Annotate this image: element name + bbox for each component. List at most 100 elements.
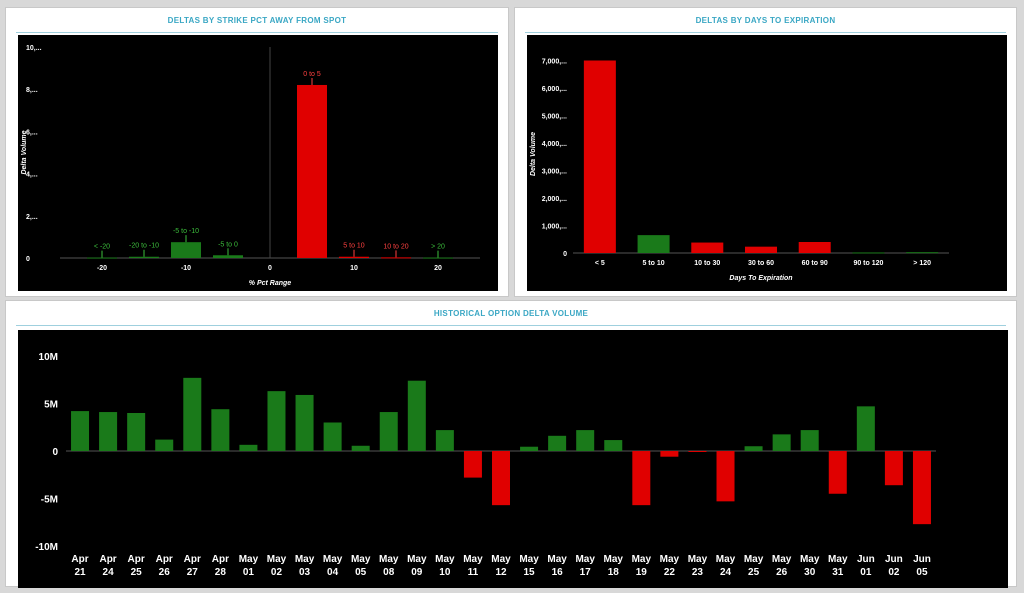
- x-axis-title: % Pct Range: [249, 280, 292, 287]
- x-tick-label: 10 to 30: [694, 260, 720, 267]
- bar: [463, 451, 482, 478]
- x-tick-day-label: 02: [888, 567, 900, 578]
- historical-chart-title: HISTORICAL OPTION DELTA VOLUME: [433, 309, 589, 318]
- x-tick-day-label: 05: [916, 567, 928, 578]
- y-tick-label: 2,...: [26, 214, 38, 221]
- bar-label: -5 to -10: [173, 228, 199, 235]
- bar: [99, 412, 118, 451]
- x-tick-month-label: May: [379, 554, 399, 565]
- bar-label: 10 to 20: [383, 243, 408, 250]
- bar: [127, 413, 146, 451]
- bar-label: < -20: [94, 244, 110, 251]
- x-tick-label: -10: [181, 265, 191, 272]
- bar: [155, 439, 174, 451]
- bar: [744, 446, 763, 451]
- x-tick-month-label: May: [604, 554, 624, 565]
- x-tick-day-label: 10: [439, 567, 451, 578]
- x-tick-day-label: 25: [748, 567, 760, 578]
- bar: [339, 256, 369, 258]
- bar: [381, 257, 411, 259]
- bar: [852, 252, 885, 254]
- x-tick-month-label: May: [800, 554, 820, 565]
- x-tick-month-label: May: [772, 554, 792, 565]
- bar: [323, 422, 342, 451]
- x-tick-day-label: 27: [187, 567, 199, 578]
- y-tick-label: 6,...: [26, 129, 38, 136]
- y-tick-label: -5M: [41, 495, 58, 506]
- x-tick-day-label: 11: [468, 567, 479, 578]
- historical-plot-area: 10M 5M 0 -5M -10M Apr 21 Apr 24 Apr 25 Apr 26 Apr 27 Ap…: [18, 330, 1008, 588]
- x-tick-label: 0: [268, 265, 272, 272]
- bar: [772, 434, 791, 451]
- y-axis-title: Delta Volume: [21, 130, 28, 174]
- x-tick-label: 60 to 90: [802, 260, 828, 267]
- bar: [239, 444, 258, 451]
- y-tick-label: 0: [563, 251, 567, 258]
- bar: [856, 406, 875, 451]
- bar: [604, 440, 623, 451]
- x-tick-month-label: May: [491, 554, 511, 565]
- bar-label: -20 to -10: [129, 243, 159, 250]
- x-tick-label: > 120: [913, 260, 931, 267]
- x-tick-day-label: 03: [299, 567, 311, 578]
- x-axis-title: Days To Expiration: [729, 275, 792, 282]
- x-tick-day-label: 17: [580, 567, 592, 578]
- bar: [435, 430, 454, 451]
- x-tick-day-label: 04: [327, 567, 339, 578]
- historical-chart-svg: 10M 5M 0 -5M -10M Apr 21 Apr 24 Apr 25 Apr 26 Apr 27 Ap…: [35, 352, 936, 578]
- bar: [576, 430, 595, 451]
- x-tick-day-label: 24: [103, 567, 115, 578]
- x-tick-month-label: Apr: [71, 554, 88, 565]
- y-tick-label: 10M: [39, 352, 58, 363]
- strike-chart-svg: 0 2,... 4,... 6,... 8,... 10,... -20 -10 0 10 20 % …: [21, 45, 480, 287]
- x-tick-month-label: Apr: [99, 554, 116, 565]
- x-tick-day-label: 26: [159, 567, 171, 578]
- x-tick-month-label: May: [351, 554, 371, 565]
- y-axis-title: Delta Volume: [530, 132, 537, 176]
- bar: [691, 242, 724, 253]
- y-tick-label: 8,...: [26, 87, 38, 94]
- strike-chart-panel: DELTAS BY STRIKE PCT AWAY FROM SPOT 0 2,.…: [5, 7, 509, 297]
- bar-label: -5 to 0: [218, 241, 238, 248]
- bar: [379, 412, 398, 451]
- x-tick-day-label: 23: [692, 567, 704, 578]
- x-tick-month-label: Apr: [184, 554, 201, 565]
- bar: [423, 257, 453, 259]
- strike-title-rule: [16, 32, 498, 33]
- x-tick-day-label: 02: [271, 567, 283, 578]
- bar: [660, 451, 679, 457]
- x-tick-label: 10: [350, 265, 358, 272]
- x-tick-month-label: Jun: [885, 554, 903, 565]
- bar: [295, 394, 314, 451]
- y-tick-label: 4,...: [26, 172, 38, 179]
- x-tick-day-label: 21: [74, 567, 86, 578]
- y-tick-label: 1,000,...: [542, 224, 567, 231]
- x-tick-month-label: May: [716, 554, 736, 565]
- y-tick-label: 2,000,...: [542, 196, 567, 203]
- bar: [632, 451, 651, 506]
- strike-chart-title: DELTAS BY STRIKE PCT AWAY FROM SPOT: [167, 16, 347, 25]
- bar: [637, 235, 670, 253]
- days-chart-svg: 0 1,000,... 2,000,... 3,000,... 4,000,... 5,0…: [530, 59, 949, 282]
- bar: [407, 380, 426, 451]
- bar-label: > 20: [431, 244, 445, 251]
- y-tick-label: 0: [52, 447, 58, 458]
- x-tick-month-label: May: [828, 554, 848, 565]
- y-tick-label: 3,000,...: [542, 169, 567, 176]
- x-tick-month-label: May: [267, 554, 287, 565]
- y-tick-label: 6,000,...: [542, 86, 567, 93]
- x-tick-day-label: 01: [860, 567, 872, 578]
- bar: [912, 451, 931, 525]
- bar-label: 0 to 5: [303, 71, 321, 78]
- x-tick-label: < 5: [595, 260, 605, 267]
- bar: [492, 451, 510, 506]
- x-tick-month-label: Apr: [128, 554, 145, 565]
- bar: [183, 377, 202, 451]
- x-tick-month-label: Jun: [857, 554, 875, 565]
- x-tick-day-label: 22: [664, 567, 676, 578]
- x-tick-day-label: 26: [776, 567, 788, 578]
- x-tick-day-label: 25: [131, 567, 143, 578]
- days-chart-title: DELTAS BY DAYS TO EXPIRATION: [695, 16, 836, 25]
- days-plot-area: 0 1,000,... 2,000,... 3,000,... 4,000,... 5,0…: [527, 35, 1007, 291]
- x-tick-day-label: 30: [804, 567, 816, 578]
